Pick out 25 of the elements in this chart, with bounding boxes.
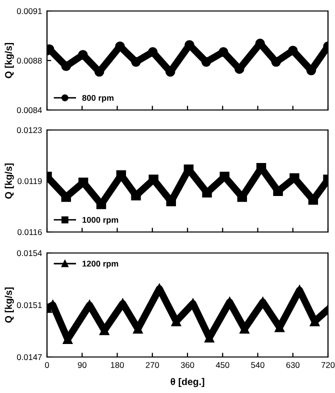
- x-tick-label: 0: [45, 362, 49, 368]
- x-tick-label: 180: [110, 362, 124, 368]
- y-axis-title: Q [kg/s]: [4, 287, 14, 323]
- y-tick-label: 0.0123: [16, 127, 42, 134]
- x-tick-label: 450: [216, 362, 230, 368]
- x-axis-title: θ [deg.]: [170, 378, 204, 388]
- y-tick-label: 0.0088: [16, 58, 42, 64]
- x-tick-label: 90: [78, 362, 86, 368]
- y-axis-title: Q [kg/s]: [4, 42, 14, 78]
- y-axis-title: Q [kg/s]: [4, 163, 14, 199]
- y-tick-label: 0.0116: [18, 229, 42, 236]
- y-tick-label: 0.0091: [16, 8, 42, 14]
- y-tick-label: 0.0084: [16, 107, 42, 114]
- x-tick-label: 360: [180, 362, 194, 368]
- legend-label: 800 rpm: [82, 94, 114, 102]
- y-tick-label: 0.0151: [16, 302, 42, 308]
- legend-label: 1200 rpm: [82, 260, 118, 268]
- x-tick-label: 270: [146, 362, 159, 368]
- y-tick-label: 0.0119: [18, 178, 42, 184]
- x-tick-label: 720: [321, 362, 335, 368]
- y-tick-label: 0.0147: [16, 354, 42, 360]
- x-tick-label: 540: [251, 362, 264, 368]
- legend-label: 1000 rpm: [82, 216, 118, 224]
- y-tick-label: 0.0154: [16, 250, 42, 256]
- x-tick-label: 630: [286, 362, 300, 368]
